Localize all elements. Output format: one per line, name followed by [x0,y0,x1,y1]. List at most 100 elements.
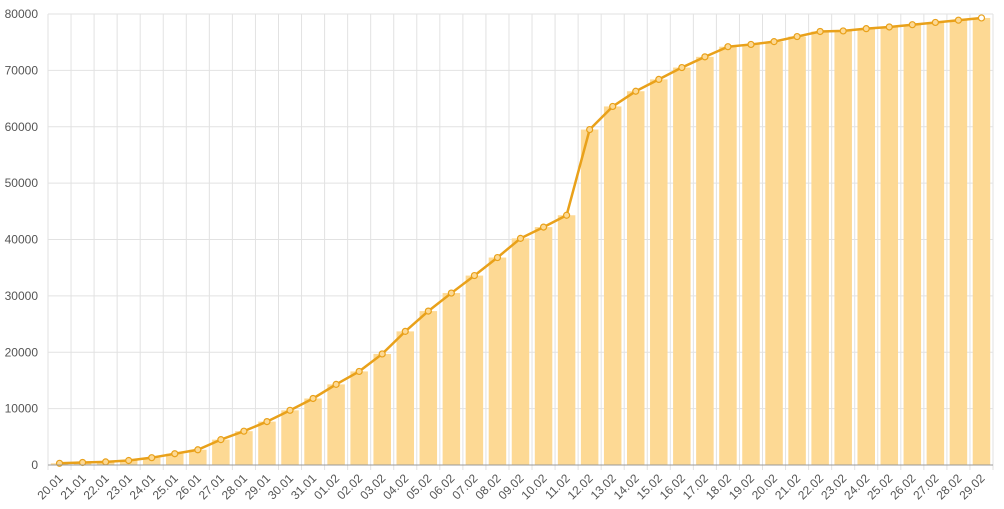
point [493,253,502,262]
x-tick-label: 22.01 [81,471,112,502]
x-tick-label: 27.01 [196,471,227,502]
x-tick-label: 03.02 [357,471,388,502]
x-tick-label: 31.01 [288,471,319,502]
bar [742,44,760,465]
x-tick-label: 26.02 [887,471,918,502]
x-tick-label: 24.02 [841,471,872,502]
point [954,16,963,24]
bar [557,215,576,465]
point [171,450,179,458]
point [148,454,156,462]
x-tick-label: 17.02 [680,471,711,502]
x-tick-label: 12.02 [565,471,596,502]
x-tick-label: 20.01 [35,471,66,502]
y-tick-label: 20000 [5,345,39,359]
point [309,394,317,403]
x-tick-label: 20.02 [749,471,780,502]
bar [212,439,230,465]
bar [189,449,207,465]
point [286,406,294,414]
x-tick-label: 28.02 [933,471,964,502]
point [724,43,732,51]
bar [442,293,461,465]
y-tick-label: 80000 [5,7,39,21]
point [655,75,663,83]
bar [788,36,806,466]
point [770,38,778,46]
bar [603,106,622,465]
bar [142,457,161,465]
bar [580,129,599,465]
x-tick-label: 08.02 [472,471,503,502]
x-tick-label: 10.02 [519,471,550,502]
bar [373,353,391,465]
bar [419,311,438,465]
x-tick-label: 29.02 [956,471,987,502]
y-tick-label: 50000 [5,176,39,190]
x-tick-label: 15.02 [634,471,665,502]
bar [281,410,299,465]
x-tick-label: 02.02 [334,471,365,502]
point [816,27,824,36]
point [747,40,755,49]
x-tick-label: 14.02 [611,471,642,502]
bar [327,384,345,465]
bar [926,22,945,466]
x-tick-label: 07.02 [449,471,480,502]
bar [396,331,415,465]
x-tick-label: 22.02 [795,471,826,502]
x-tick-label: 13.02 [588,471,619,502]
point [862,25,870,33]
point [217,436,225,444]
point [194,446,202,454]
x-tick-label: 28.01 [219,471,250,502]
x-tick-label: 23.02 [818,471,849,502]
point [793,32,801,41]
x-tick-label: 04.02 [380,471,411,502]
bar [650,79,668,466]
bars [50,17,991,466]
y-tick-label: 10000 [5,402,39,416]
x-tick-label: 01.02 [311,471,342,502]
line-layer [55,14,986,467]
point [263,417,271,426]
point [240,427,248,435]
point [424,307,432,315]
point [678,63,686,72]
x-tick-label: 19.02 [726,471,757,502]
bar [626,91,645,465]
bar [511,238,530,465]
point [885,23,893,31]
point [447,289,455,297]
bar [880,26,899,466]
bar [834,30,852,465]
point [632,87,640,95]
point [332,380,340,388]
x-tick-label: 23.01 [104,471,135,502]
y-tick-label: 70000 [5,63,39,77]
x-tick-label: 26.01 [173,471,204,502]
bar [488,257,507,465]
bar [465,275,484,465]
bar [765,41,783,465]
y-tick-label: 0 [31,458,38,472]
point [701,53,709,61]
point [931,18,939,27]
bar [534,227,553,465]
bar [696,56,714,465]
bar [235,431,253,465]
point [977,14,986,22]
x-tick-label: 21.01 [58,471,89,502]
bar [949,20,968,465]
point [908,21,916,29]
x-tick-label: 25.01 [150,471,181,502]
x-tick-label: 21.02 [772,471,803,502]
bar [972,17,991,465]
point [609,102,617,111]
point [378,350,386,358]
bar [857,28,875,465]
bar [350,371,368,465]
x-tick-label: 30.01 [265,471,296,502]
bar [166,453,184,465]
